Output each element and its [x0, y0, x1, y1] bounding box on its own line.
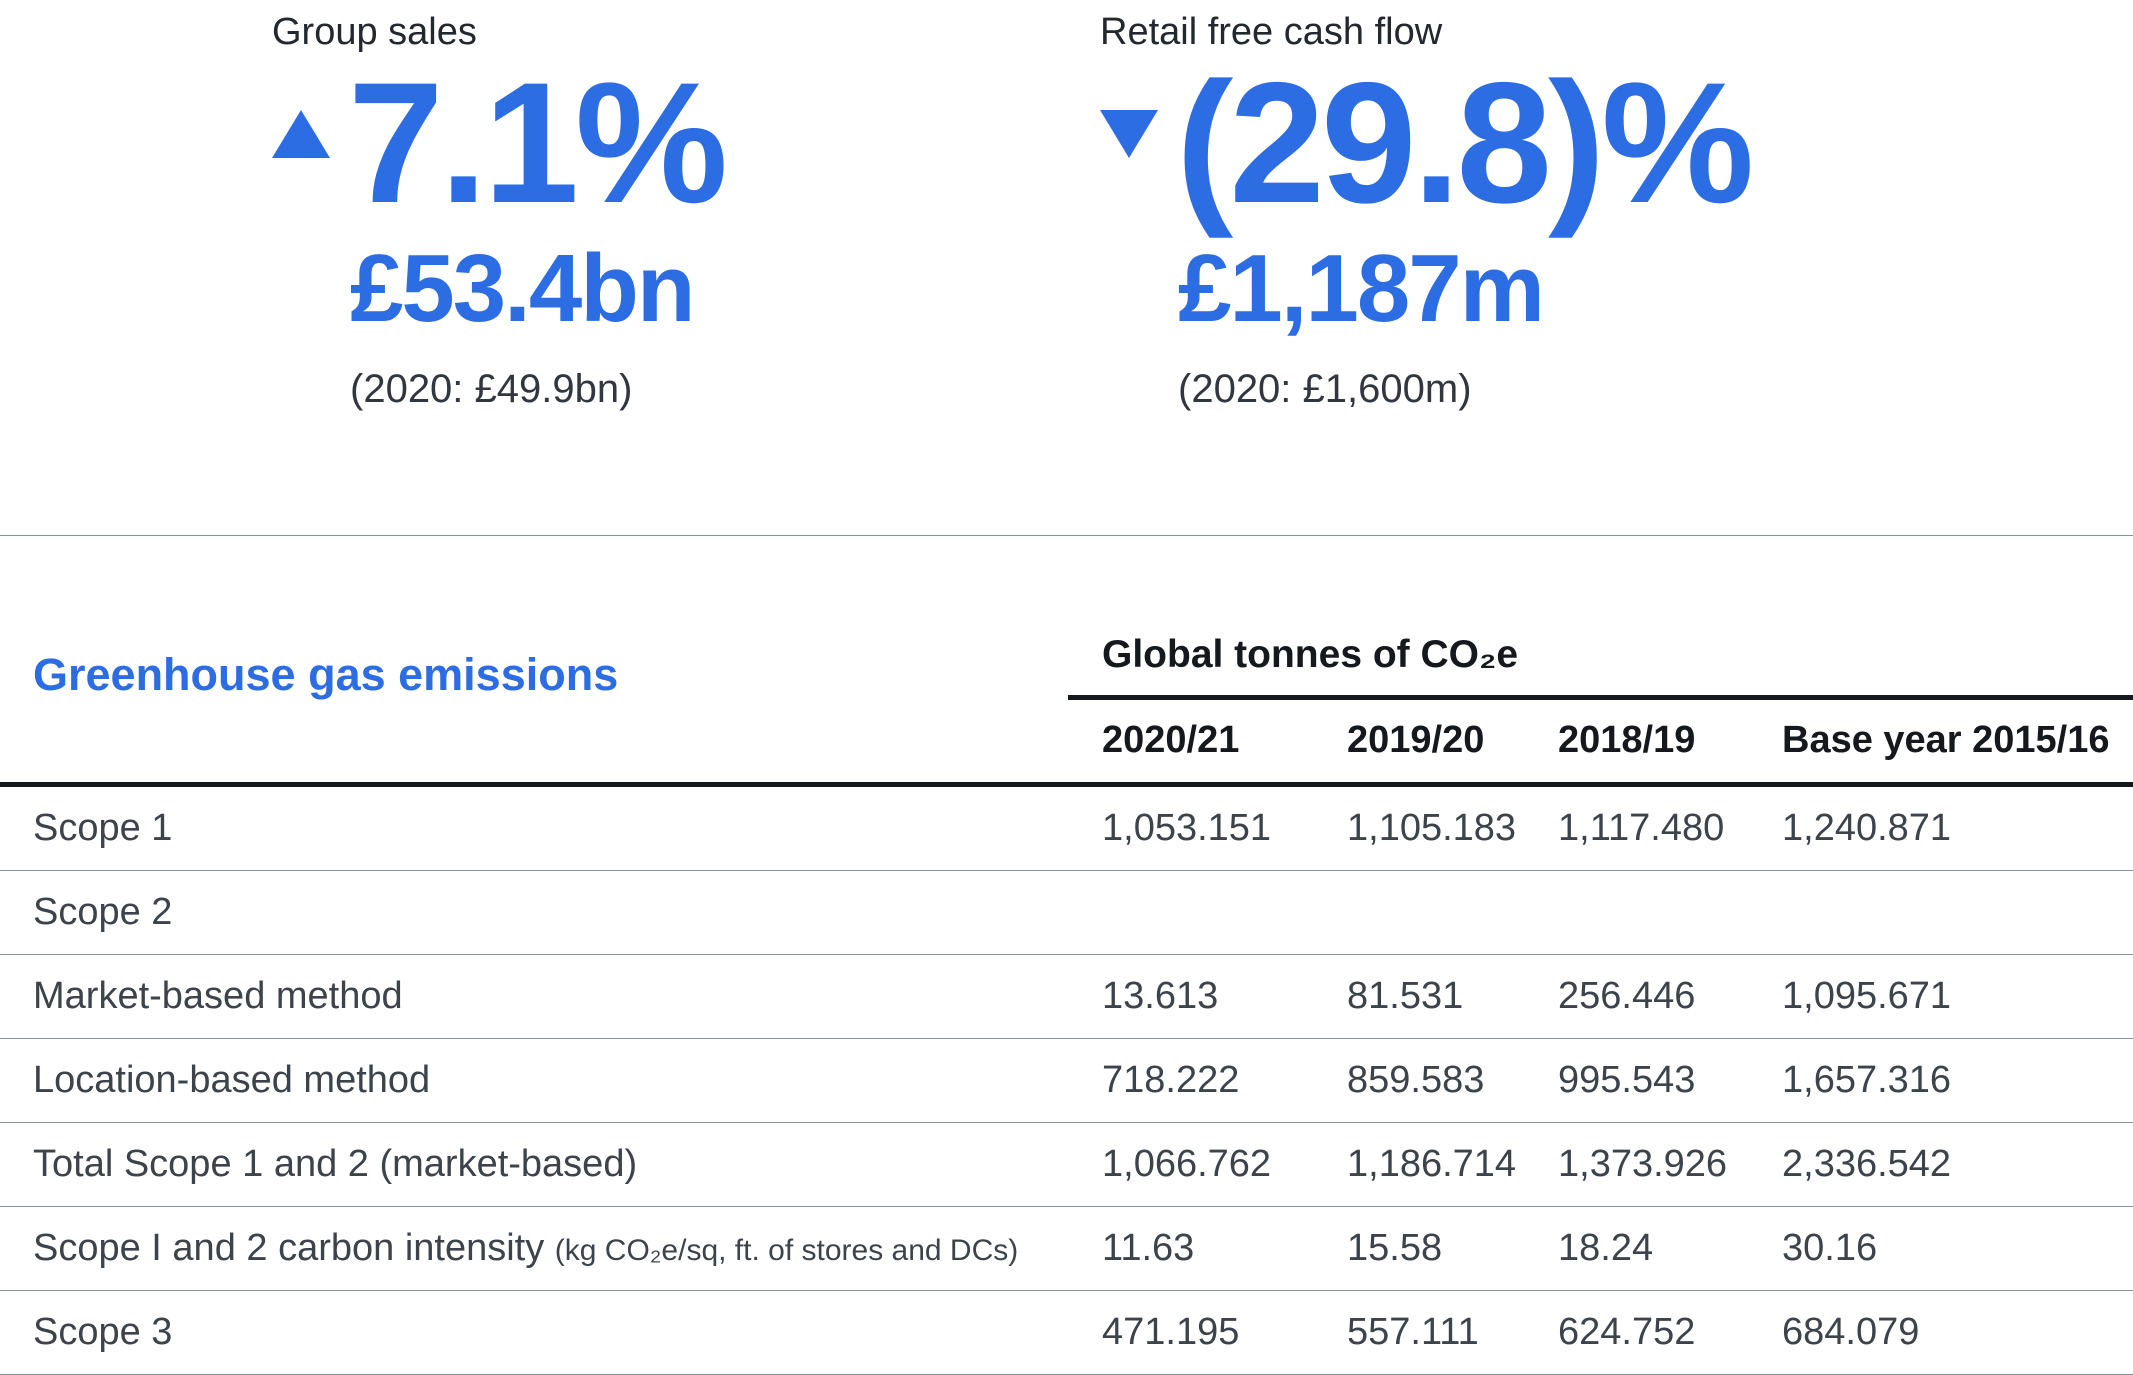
row-value: 2,336.542 — [1782, 1142, 1952, 1185]
row-value: 471.195 — [1102, 1310, 1240, 1353]
table-row: Scope 3 471.195 557.111 624.752 684.079 — [0, 1291, 2133, 1375]
row-value: 1,066.762 — [1102, 1142, 1272, 1185]
row-value: 1,117.480 — [1558, 806, 1725, 849]
kpi-main-row: 7.1% — [272, 46, 728, 239]
row-value: 15.58 — [1347, 1226, 1443, 1269]
column-header: 2018/19 — [1558, 719, 1696, 762]
row-value: 1,373.926 — [1558, 1142, 1728, 1185]
row-value: 859.583 — [1347, 1058, 1485, 1101]
kpi-main-row: (29.8)% — [1100, 46, 1754, 239]
row-value: 1,240.871 — [1782, 806, 1952, 849]
table-row: Scope I and 2 carbon intensity (kg CO₂e/… — [0, 1207, 2133, 1291]
table-row: Total Scope 1 and 2 (market-based) 1,066… — [0, 1123, 2133, 1207]
row-label-note: (kg CO₂e/sq, ft. of stores and DCs) — [554, 1233, 1019, 1267]
table-row: Location-based method 718.222 859.583 99… — [0, 1039, 2133, 1123]
table-header-row: 2020/21 2019/20 2018/19 Base year 2015/1… — [0, 700, 2133, 787]
table-row: Market-based method 13.613 81.531 256.44… — [0, 955, 2133, 1039]
row-value: 81.531 — [1347, 974, 1464, 1017]
kpi-retail-free-cash-flow: Retail free cash flow (29.8)% £1,187m (2… — [1100, 10, 1754, 412]
row-label: Location-based method — [33, 1058, 431, 1101]
table-body: Scope 1 1,053.151 1,105.183 1,117.480 1,… — [0, 787, 2133, 1375]
table-title: Greenhouse gas emissions — [33, 649, 619, 701]
down-triangle-icon — [1100, 109, 1158, 158]
kpi-sub-value: £53.4bn — [350, 234, 696, 342]
table-head: Greenhouse gas emissions Global tonnes o… — [0, 536, 2133, 700]
row-value: 256.446 — [1558, 974, 1696, 1017]
ghg-table-section: Greenhouse gas emissions Global tonnes o… — [0, 536, 2133, 1375]
kpi-main-value: 7.1% — [348, 46, 728, 239]
row-value: 684.079 — [1782, 1310, 1920, 1353]
row-value: 995.543 — [1558, 1058, 1696, 1101]
row-value: 30.16 — [1782, 1226, 1878, 1269]
unit-header: Global tonnes of CO₂e — [1068, 633, 2133, 700]
row-value: 1,105.183 — [1347, 806, 1517, 849]
row-value: 1,186.714 — [1347, 1142, 1517, 1185]
row-value: 557.111 — [1347, 1310, 1479, 1353]
kpi-sub-value: £1,187m — [1178, 234, 1545, 342]
kpi-comparison: (2020: £1,600m) — [1178, 366, 1472, 411]
table-row: Scope 2 — [0, 871, 2133, 955]
row-value: 11.63 — [1102, 1226, 1195, 1269]
row-label: Total Scope 1 and 2 (market-based) — [33, 1142, 638, 1185]
column-header: 2019/20 — [1347, 719, 1485, 762]
up-triangle-icon — [272, 109, 330, 158]
kpi-label: Group sales — [272, 11, 477, 53]
row-label: Scope 1 — [33, 806, 173, 849]
row-label: Scope 2 — [33, 890, 173, 933]
kpi-main-value: (29.8)% — [1176, 46, 1754, 239]
kpi-label: Retail free cash flow — [1100, 11, 1443, 53]
row-label-text: Scope I and 2 carbon intensity — [33, 1226, 545, 1269]
row-value: 1,657.316 — [1782, 1058, 1952, 1101]
row-value: 18.24 — [1558, 1226, 1654, 1269]
row-label: Market-based method — [33, 974, 403, 1017]
row-value: 624.752 — [1558, 1310, 1696, 1353]
kpi-group-sales: Group sales 7.1% £53.4bn (2020: £49.9bn) — [272, 10, 728, 412]
row-label: Scope I and 2 carbon intensity (kg CO₂e/… — [0, 1227, 1102, 1270]
kpi-comparison: (2020: £49.9bn) — [350, 366, 633, 411]
row-label: Scope 3 — [33, 1310, 173, 1353]
row-value: 1,053.151 — [1102, 806, 1272, 849]
column-header: 2020/21 — [1102, 719, 1240, 762]
column-header: Base year 2015/16 — [1782, 719, 2110, 762]
row-value: 1,095.671 — [1782, 974, 1952, 1017]
row-value: 718.222 — [1102, 1058, 1240, 1101]
row-value: 13.613 — [1102, 974, 1219, 1017]
table-row: Scope 1 1,053.151 1,105.183 1,117.480 1,… — [0, 787, 2133, 871]
kpi-section: Group sales 7.1% £53.4bn (2020: £49.9bn)… — [0, 0, 2133, 536]
